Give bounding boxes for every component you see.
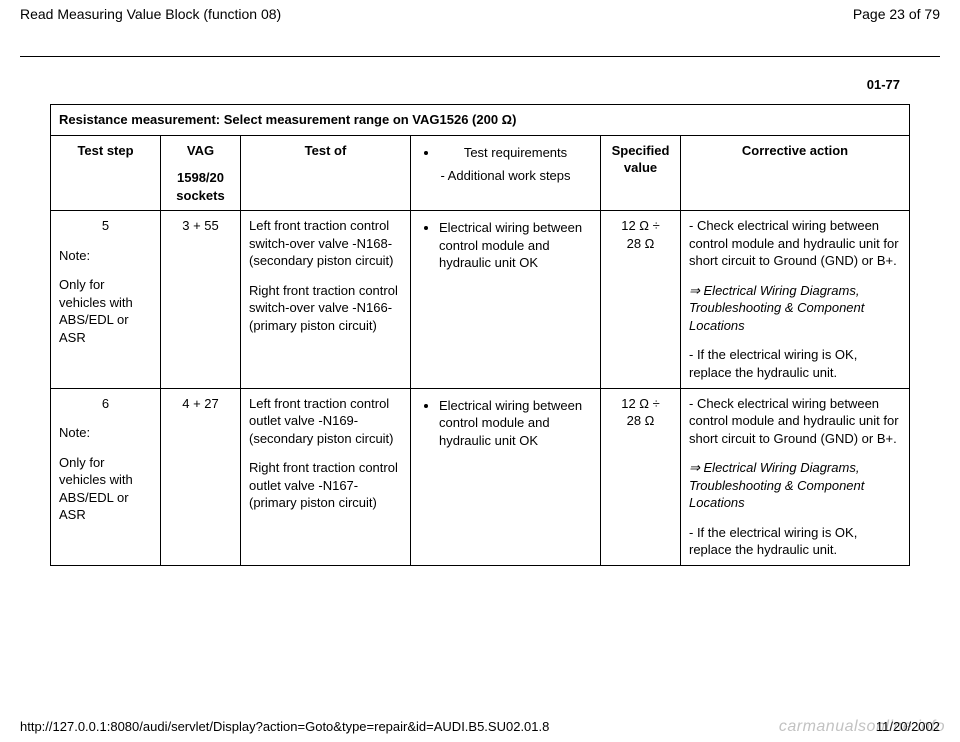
header-title: Read Measuring Value Block (function 08): [20, 6, 281, 22]
req-header-bullet: Test requirements: [439, 144, 592, 162]
corr-2: - If the electrical wiring is OK, replac…: [689, 346, 901, 381]
page-footer: http://127.0.0.1:8080/audi/servlet/Displ…: [0, 719, 960, 734]
header-page-number: Page 23 of 79: [853, 6, 940, 22]
req-item: Electrical wiring between control module…: [439, 397, 592, 450]
step-number: 6: [59, 395, 152, 413]
testof-2: Right front traction control outlet valv…: [249, 459, 402, 512]
note-text: Only for vehicles with ABS/EDL or ASR: [59, 276, 152, 346]
col-header-requirements: Test requirements - Additional work step…: [411, 135, 601, 211]
cell-vag: 4 + 27: [161, 388, 241, 565]
table-row: 5 Note: Only for vehicles with ABS/EDL o…: [51, 211, 910, 388]
spec-line2: 28 Ω: [609, 412, 672, 430]
corr-2: - If the electrical wiring is OK, replac…: [689, 524, 901, 559]
footer-url: http://127.0.0.1:8080/audi/servlet/Displ…: [20, 719, 549, 734]
testof-1: Left front traction control switch-over …: [249, 217, 402, 270]
req-item: Electrical wiring between control module…: [439, 219, 592, 272]
cell-teststep: 5 Note: Only for vehicles with ABS/EDL o…: [51, 211, 161, 388]
corr-1: - Check electrical wiring between contro…: [689, 217, 901, 270]
table-title-row: Resistance measurement: Select measureme…: [51, 105, 910, 136]
corr-ref: Electrical Wiring Diagrams, Troubleshoot…: [689, 459, 901, 512]
req-header-dash: - Additional work steps: [419, 167, 592, 185]
cell-vag: 3 + 55: [161, 211, 241, 388]
col-header-teststep: Test step: [51, 135, 161, 211]
cell-requirements: Electrical wiring between control module…: [411, 211, 601, 388]
watermark: carmanualsonline.info: [779, 718, 945, 736]
table-row: 6 Note: Only for vehicles with ABS/EDL o…: [51, 388, 910, 565]
testof-1: Left front traction control outlet valve…: [249, 395, 402, 448]
vag-label: VAG: [187, 143, 214, 158]
col-header-specified: Specified value: [601, 135, 681, 211]
page-header: Read Measuring Value Block (function 08)…: [0, 0, 960, 26]
cell-teststep: 6 Note: Only for vehicles with ABS/EDL o…: [51, 388, 161, 565]
cell-requirements: Electrical wiring between control module…: [411, 388, 601, 565]
content-area: Resistance measurement: Select measureme…: [0, 104, 960, 566]
col-header-testof: Test of: [241, 135, 411, 211]
note-label: Note:: [59, 247, 152, 265]
spec-line2: 28 Ω: [609, 235, 672, 253]
cell-specified: 12 Ω ÷ 28 Ω: [601, 211, 681, 388]
cell-corrective: - Check electrical wiring between contro…: [681, 211, 910, 388]
corr-1: - Check electrical wiring between contro…: [689, 395, 901, 448]
note-text: Only for vehicles with ABS/EDL or ASR: [59, 454, 152, 524]
table-header-row: Test step VAG 1598/20 sockets Test of Te…: [51, 135, 910, 211]
cell-testof: Left front traction control switch-over …: [241, 211, 411, 388]
cell-specified: 12 Ω ÷ 28 Ω: [601, 388, 681, 565]
note-label: Note:: [59, 424, 152, 442]
table-title: Resistance measurement: Select measureme…: [51, 105, 910, 136]
col-header-corrective: Corrective action: [681, 135, 910, 211]
vag-sockets-label: 1598/20 sockets: [169, 169, 232, 204]
testof-2: Right front traction control switch-over…: [249, 282, 402, 335]
cell-corrective: - Check electrical wiring between contro…: [681, 388, 910, 565]
corr-ref: Electrical Wiring Diagrams, Troubleshoot…: [689, 282, 901, 335]
spec-line1: 12 Ω ÷: [609, 217, 672, 235]
spec-line1: 12 Ω ÷: [609, 395, 672, 413]
col-header-vag: VAG 1598/20 sockets: [161, 135, 241, 211]
resistance-table: Resistance measurement: Select measureme…: [50, 104, 910, 566]
step-number: 5: [59, 217, 152, 235]
section-number: 01-77: [0, 57, 960, 104]
cell-testof: Left front traction control outlet valve…: [241, 388, 411, 565]
footer-right: 11/20/2002 carmanualsonline.info: [876, 719, 940, 734]
